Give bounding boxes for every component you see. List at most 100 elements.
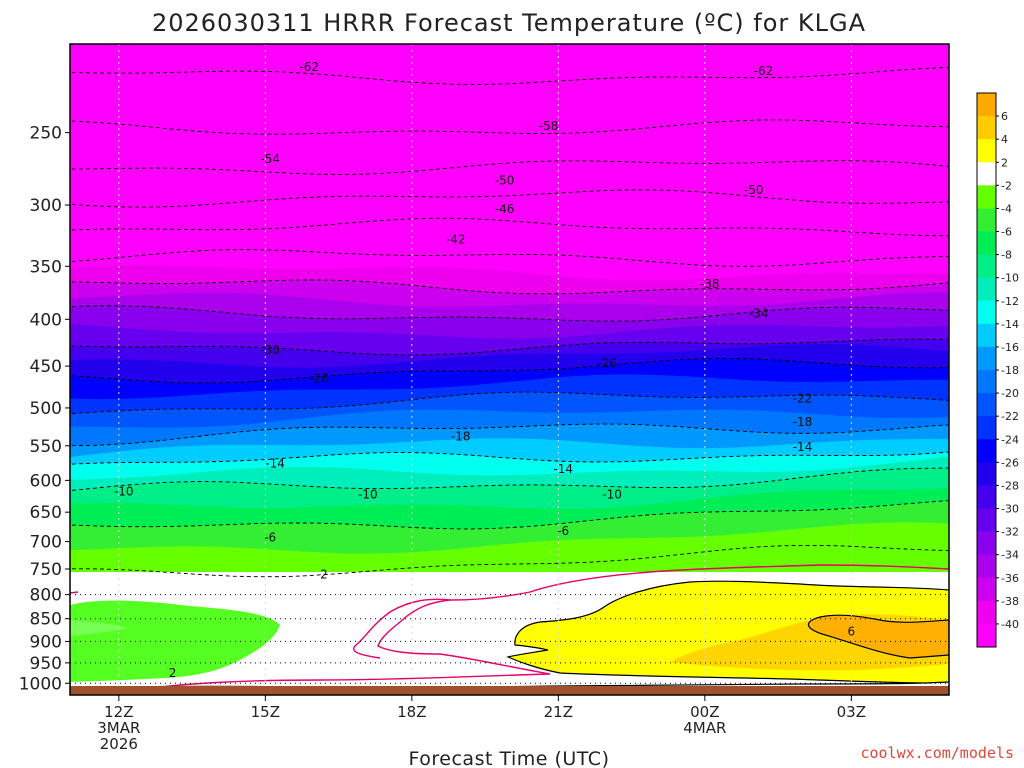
colorbar-label: 4 — [1001, 133, 1008, 146]
freezing-line — [70, 564, 949, 691]
y-tick-label: 750 — [30, 560, 62, 580]
credit-text: coolwx.com/models — [860, 744, 1014, 762]
colorbar-swatch — [977, 600, 996, 625]
y-tick-label: 950 — [30, 654, 62, 674]
colorbar-swatch — [977, 462, 996, 486]
contour-label: -14 — [553, 462, 573, 476]
x-tick-label: 00Z — [690, 703, 719, 721]
y-tick-label: 900 — [30, 632, 62, 652]
x-axis-label: Forecast Time (UTC) — [409, 748, 610, 768]
y-tick-label: 500 — [30, 399, 62, 419]
contour-label: -30 — [260, 343, 280, 357]
contour-label: -22 — [793, 391, 813, 405]
colorbar-swatch — [977, 162, 996, 186]
colorbar-label: -18 — [1001, 364, 1019, 377]
contour-labels: -62 -62-58-54-50-50-46-42-38-34-30-26-26-… — [114, 60, 856, 680]
plot-area: -62 -62-58-54-50-50-46-42-38-34-30-26-26-… — [70, 44, 949, 695]
colorbar-label: -8 — [1001, 249, 1012, 262]
colorbar-label: -6 — [1001, 226, 1012, 239]
y-axis-ticks: 2503003504004505005506006507007508008509… — [19, 124, 70, 694]
colorbar-swatch — [977, 93, 996, 117]
y-tick-label: 350 — [30, 257, 62, 277]
isotherm — [70, 391, 949, 415]
contour-label: -14 — [265, 456, 285, 470]
contour-label: -62 — [299, 60, 319, 74]
isotherm-contours — [70, 66, 949, 578]
cold-pocket-green-light — [70, 620, 128, 636]
colorbar: 6 4 2 -2 -4 -6 -8 -10 -12 -14 -16 -18 -20 -22 -24 -26 -2… — [976, 92, 1019, 648]
isotherm — [70, 451, 949, 465]
y-tick-label: 850 — [30, 610, 62, 630]
contour-label: -10 — [602, 488, 622, 502]
colorbar-swatch — [977, 485, 996, 509]
plot-frame — [69, 43, 950, 696]
contour-label: -18 — [793, 415, 813, 429]
contour-label: 2 — [320, 567, 328, 581]
contour-label: -26 — [309, 371, 329, 385]
colorbar-label: -4 — [1001, 202, 1012, 215]
y-tick-label: 300 — [30, 196, 62, 216]
colorbar-swatch — [977, 208, 996, 232]
colorbar-label: -12 — [1001, 295, 1019, 308]
y-tick-label: 550 — [30, 437, 62, 457]
colorbar-label: -14 — [1001, 318, 1019, 331]
x-tick-label: 12Z — [104, 703, 133, 721]
isotherm — [70, 544, 949, 578]
colorbar-swatch — [977, 116, 996, 140]
colorbar-swatch — [977, 370, 996, 394]
isotherm — [70, 189, 949, 208]
colorbar-swatch — [977, 277, 996, 302]
colorbar-label: -30 — [1001, 503, 1019, 516]
colorbar-swatch — [977, 416, 996, 440]
colorbar-label: -32 — [1001, 526, 1019, 539]
isotherm — [70, 160, 949, 175]
isotherm — [70, 467, 949, 491]
isotherm — [70, 249, 949, 267]
contour-label: -58 — [539, 119, 559, 133]
colorbar-label: -20 — [1001, 387, 1019, 400]
colorbar-swatch — [977, 323, 996, 348]
x-tick-label: 03Z — [837, 703, 866, 721]
isotherm — [70, 338, 949, 356]
freezing-line-branch — [353, 598, 451, 659]
chart-title: 2026030311 HRRR Forecast Temperature (ºC… — [152, 9, 866, 37]
contour-label: 6 — [848, 625, 856, 639]
colorbar-label: -16 — [1001, 341, 1019, 354]
isotherm — [70, 279, 949, 295]
contour-label: -6 — [557, 524, 569, 538]
colorbar-swatch — [977, 531, 996, 556]
contour-label: -38 — [700, 277, 720, 291]
isotherm — [70, 217, 949, 237]
colorbar-swatch — [977, 346, 996, 371]
lower-level-features — [70, 564, 949, 691]
colorbar-label: -10 — [1001, 272, 1019, 285]
x-tick-label: 18Z — [397, 703, 426, 721]
x-tick-label: 15Z — [251, 703, 280, 721]
y-tick-label: 450 — [30, 357, 62, 377]
colorbar-label: 2 — [1001, 156, 1008, 169]
colorbar-swatch — [977, 231, 996, 256]
colorbar-label: -26 — [1001, 456, 1019, 469]
contour-label: -34 — [749, 306, 769, 320]
contour-label: -46 — [495, 202, 515, 216]
terrain-surface — [70, 686, 949, 695]
colorbar-label: -24 — [1001, 433, 1019, 446]
isotherm — [70, 500, 949, 530]
x-tick-label: 4MAR — [683, 719, 726, 737]
x-tick-label: 21Z — [544, 703, 573, 721]
contour-label: -62 — [754, 64, 774, 78]
colorbar-swatch — [977, 554, 996, 579]
colorbar-label: -38 — [1001, 595, 1019, 608]
colorbar-label: -22 — [1001, 410, 1019, 423]
contour-label: -42 — [446, 232, 466, 246]
contour-label: -14 — [793, 440, 813, 454]
colorbar-swatch — [977, 577, 996, 602]
y-tick-label: 650 — [30, 503, 62, 523]
x-tick-label: 3MAR — [97, 719, 140, 737]
colorbar-swatch — [977, 393, 996, 417]
contour-label: -18 — [451, 429, 471, 443]
colorbar-label: -36 — [1001, 572, 1019, 585]
x-tick-label: 2026 — [100, 735, 138, 753]
